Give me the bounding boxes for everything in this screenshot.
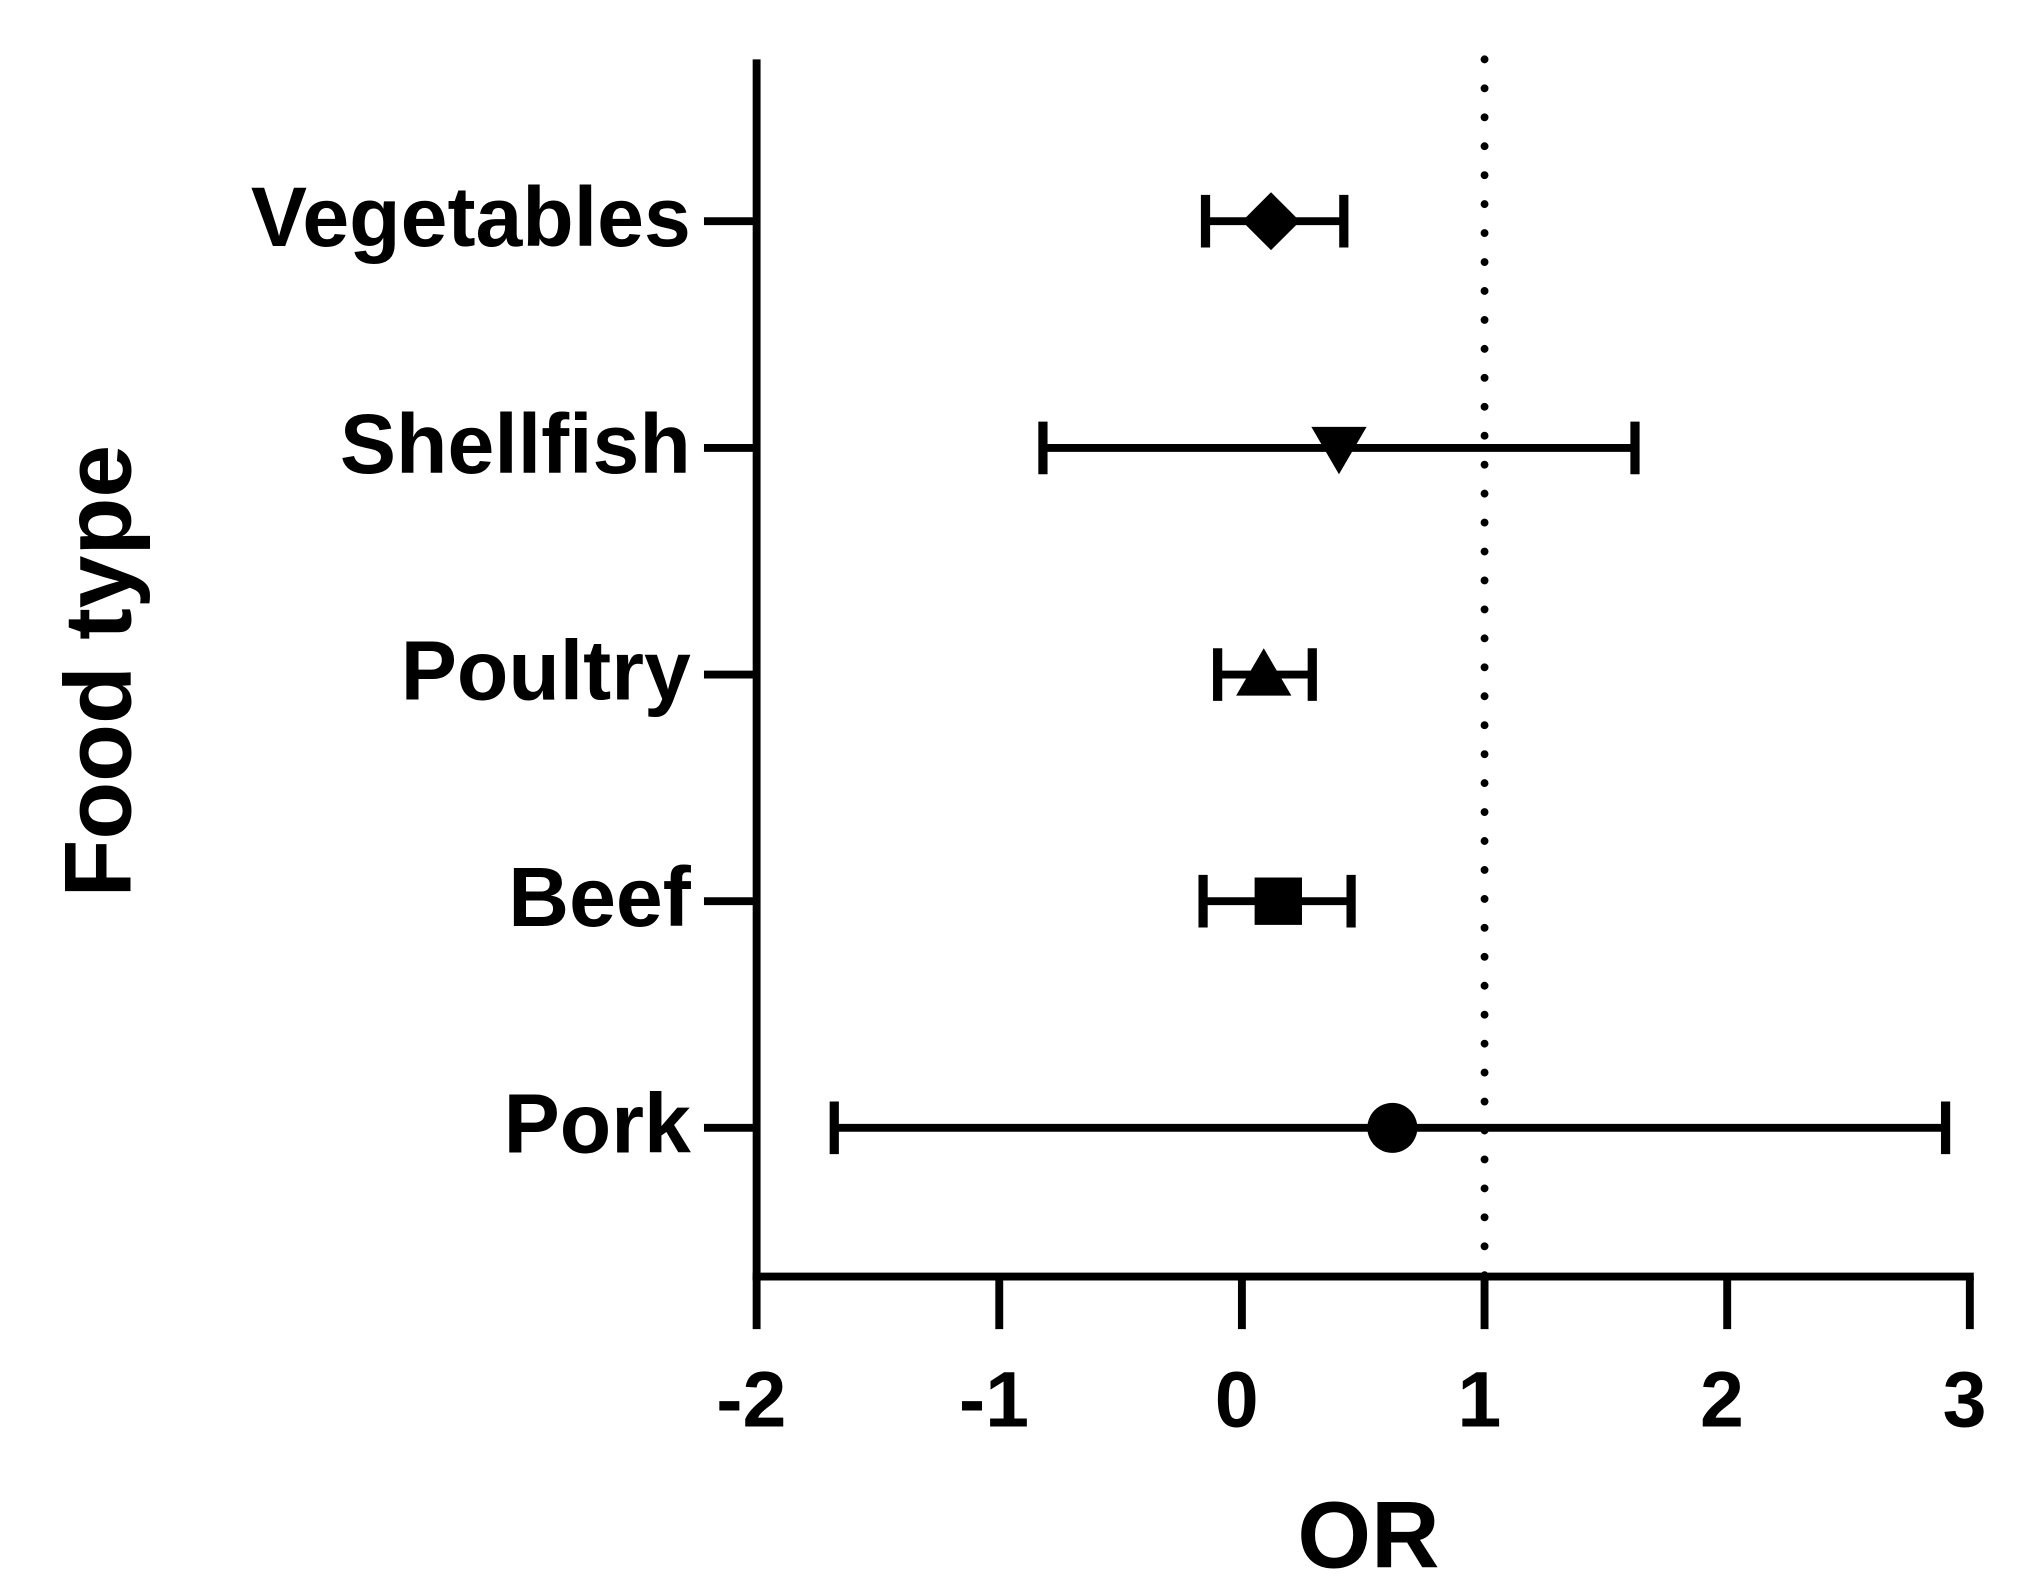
- x-tick-label: 2: [1700, 1355, 1744, 1443]
- marker: [1254, 877, 1302, 925]
- marker: [1242, 192, 1300, 251]
- marker: [1367, 1102, 1418, 1153]
- x-axis-title: OR: [1297, 1482, 1439, 1582]
- x-tick-label: -2: [716, 1355, 786, 1443]
- y-tick-label: Beef: [508, 850, 691, 944]
- x-tick-label: 3: [1943, 1355, 1987, 1443]
- x-tick-label: 1: [1457, 1355, 1501, 1443]
- y-tick-label: Vegetables: [251, 170, 691, 264]
- marker: [1236, 648, 1292, 696]
- x-tick-label: -1: [959, 1355, 1029, 1443]
- y-axis-title: Food type: [45, 445, 151, 898]
- marker: [1311, 426, 1367, 475]
- y-tick-label: Pork: [504, 1077, 691, 1171]
- y-tick-label: Shellfish: [340, 397, 691, 491]
- x-tick-label: 0: [1215, 1355, 1259, 1443]
- y-tick-label: Poultry: [401, 623, 691, 717]
